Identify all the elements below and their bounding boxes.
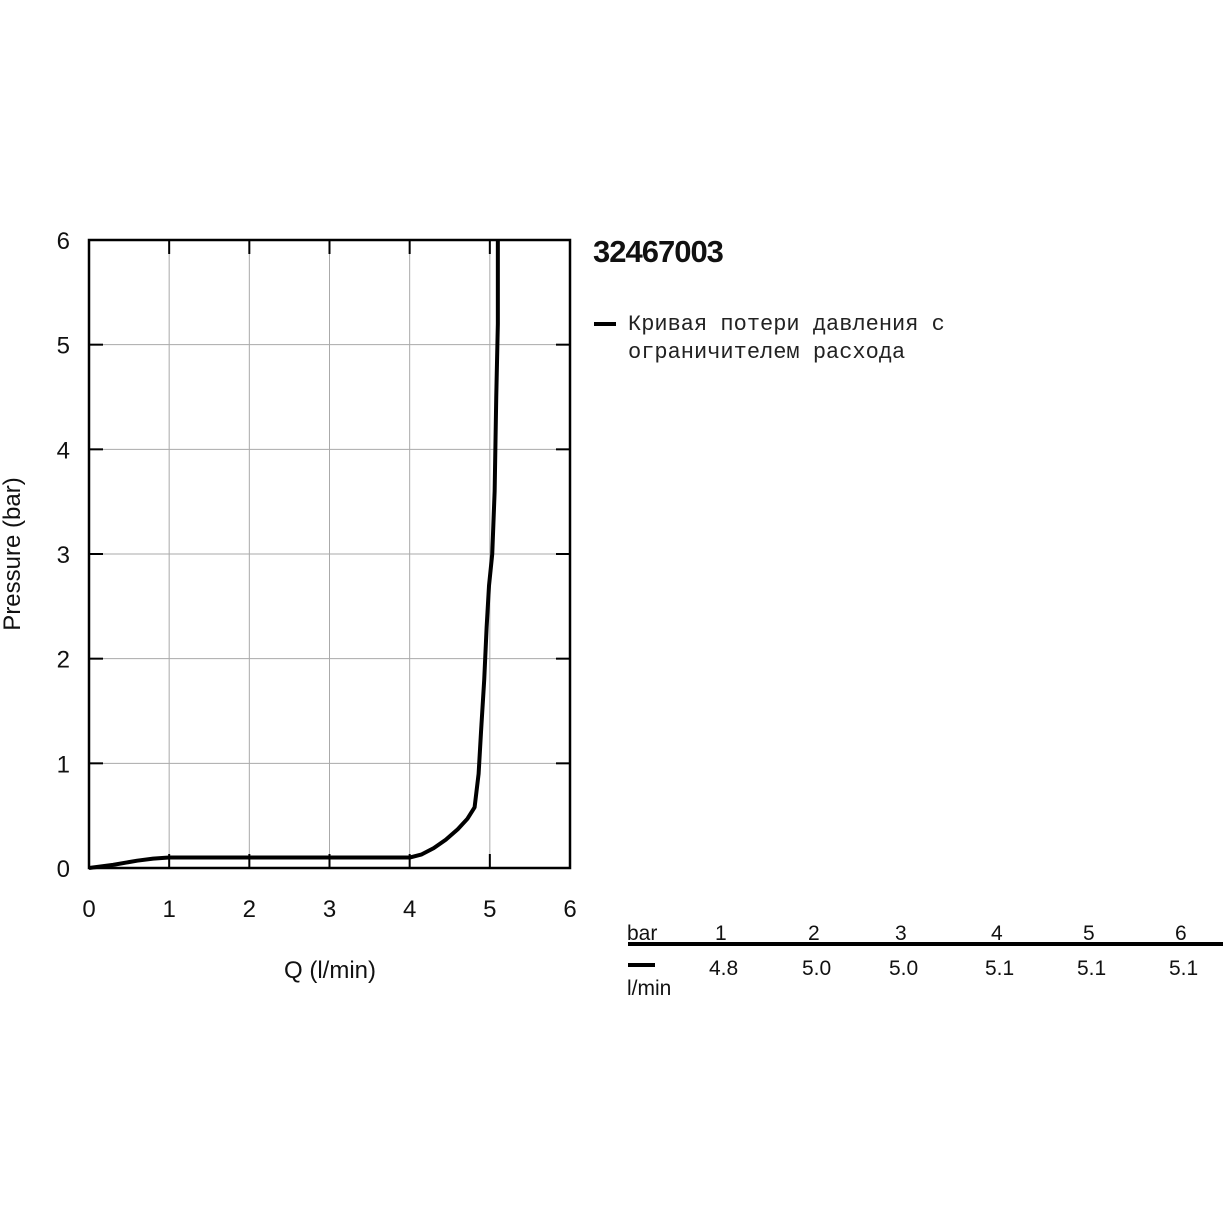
plot-frame (87, 238, 572, 870)
table-value: 5.1 (1169, 957, 1198, 980)
table-column: 5 (1083, 922, 1095, 945)
legend-text: Кривая потери давления с ограничителем р… (628, 312, 945, 365)
chart-title: 32467003 (593, 234, 724, 269)
y-tick-label: 0 (57, 856, 70, 883)
table-header-label: bar (627, 922, 657, 945)
table-value: 5.1 (985, 957, 1014, 980)
table-value: 5.0 (889, 957, 918, 980)
x-axis-label: Q (l/min) (284, 957, 376, 984)
series-line (88, 240, 500, 870)
table-column: 4 (991, 922, 1003, 945)
table-column: 6 (1175, 922, 1187, 945)
table-value: 5.1 (1077, 957, 1106, 980)
table-unit: l/min (627, 977, 671, 1000)
y-axis-label: Pressure (bar) (0, 477, 26, 630)
x-tick-label: 6 (563, 896, 576, 923)
y-tick-label: 6 (57, 228, 70, 255)
table-column: 2 (808, 922, 820, 945)
table-value: 5.0 (802, 957, 831, 980)
x-tick-label: 0 (82, 896, 95, 923)
y-tick-label: 4 (57, 437, 70, 464)
x-tick-label: 1 (162, 896, 175, 923)
x-tick-label: 2 (243, 896, 256, 923)
y-tick-label: 2 (57, 647, 70, 674)
y-tick-label: 3 (57, 542, 70, 569)
table-column: 3 (895, 922, 907, 945)
y-tick-label: 1 (57, 751, 70, 778)
x-tick-label: 5 (483, 896, 496, 923)
table-column: 1 (715, 922, 727, 945)
y-tick-label: 5 (57, 333, 70, 360)
table-value: 4.8 (709, 957, 738, 980)
x-tick-label: 3 (323, 896, 336, 923)
x-tick-label: 4 (403, 896, 416, 923)
